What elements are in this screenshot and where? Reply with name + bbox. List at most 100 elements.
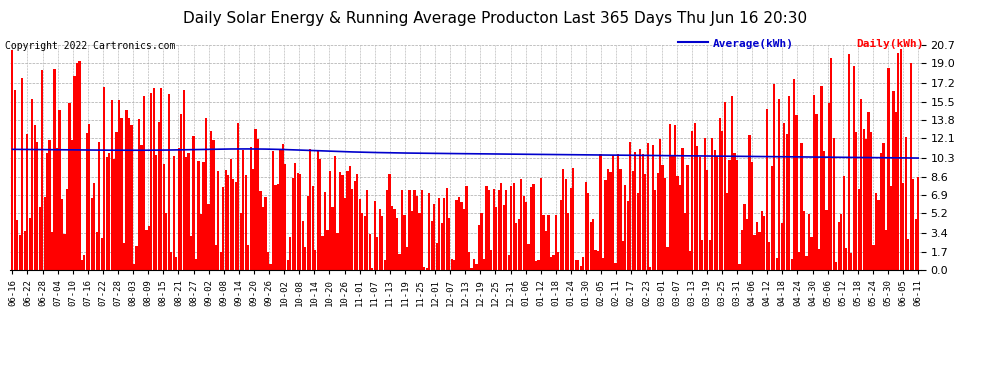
- Bar: [547, 215, 549, 270]
- Bar: [146, 230, 148, 270]
- Bar: [640, 149, 642, 270]
- Bar: [533, 184, 535, 270]
- Bar: [709, 240, 711, 270]
- Bar: [589, 222, 592, 270]
- Bar: [413, 190, 416, 270]
- Bar: [656, 173, 658, 270]
- Bar: [373, 201, 376, 270]
- Bar: [892, 91, 895, 270]
- Bar: [411, 210, 413, 270]
- Bar: [282, 144, 284, 270]
- Bar: [867, 112, 869, 270]
- Bar: [165, 213, 167, 270]
- Bar: [850, 253, 852, 270]
- Bar: [801, 143, 803, 270]
- Bar: [731, 96, 734, 270]
- Bar: [187, 153, 190, 270]
- Bar: [396, 218, 398, 270]
- Bar: [543, 215, 545, 270]
- Bar: [269, 264, 271, 270]
- Bar: [279, 150, 281, 270]
- Bar: [902, 183, 905, 270]
- Bar: [882, 143, 885, 270]
- Bar: [197, 161, 200, 270]
- Bar: [758, 232, 760, 270]
- Bar: [562, 169, 564, 270]
- Bar: [378, 209, 381, 270]
- Bar: [108, 153, 110, 270]
- Bar: [421, 190, 423, 270]
- Bar: [450, 260, 452, 270]
- Bar: [642, 154, 644, 270]
- Bar: [81, 260, 83, 270]
- Bar: [19, 235, 21, 270]
- Bar: [386, 190, 388, 270]
- Bar: [910, 63, 912, 270]
- Bar: [215, 244, 217, 270]
- Bar: [674, 125, 676, 270]
- Bar: [29, 218, 31, 270]
- Bar: [719, 118, 721, 270]
- Bar: [500, 183, 502, 270]
- Bar: [644, 174, 646, 270]
- Bar: [334, 156, 337, 270]
- Bar: [287, 260, 289, 270]
- Bar: [490, 249, 492, 270]
- Bar: [272, 151, 274, 270]
- Bar: [106, 157, 108, 270]
- Bar: [88, 124, 90, 270]
- Bar: [232, 179, 235, 270]
- Bar: [689, 251, 691, 270]
- Bar: [739, 264, 741, 270]
- Bar: [376, 237, 378, 270]
- Bar: [235, 182, 237, 270]
- Bar: [113, 159, 115, 270]
- Bar: [780, 223, 783, 270]
- Bar: [136, 246, 138, 270]
- Bar: [483, 259, 485, 270]
- Bar: [842, 176, 844, 270]
- Bar: [337, 233, 339, 270]
- Bar: [567, 213, 569, 270]
- Bar: [905, 137, 907, 270]
- Bar: [635, 152, 637, 270]
- Bar: [694, 123, 696, 270]
- Bar: [257, 139, 259, 270]
- Bar: [907, 239, 910, 270]
- Bar: [103, 87, 105, 270]
- Bar: [252, 169, 254, 270]
- Bar: [651, 145, 653, 270]
- Bar: [309, 148, 311, 270]
- Bar: [152, 88, 155, 270]
- Bar: [53, 69, 55, 270]
- Bar: [535, 261, 538, 270]
- Bar: [473, 259, 475, 270]
- Bar: [383, 260, 386, 270]
- Bar: [324, 192, 326, 270]
- Bar: [24, 231, 26, 270]
- Bar: [254, 129, 256, 270]
- Bar: [441, 224, 443, 270]
- Bar: [518, 219, 520, 270]
- Bar: [39, 207, 41, 270]
- Bar: [699, 158, 701, 270]
- Bar: [312, 186, 314, 270]
- Bar: [887, 68, 890, 270]
- Bar: [128, 118, 130, 270]
- Bar: [56, 148, 58, 270]
- Bar: [307, 196, 309, 270]
- Bar: [475, 264, 477, 270]
- Bar: [455, 200, 457, 270]
- Bar: [510, 186, 513, 270]
- Bar: [205, 118, 207, 270]
- Bar: [498, 190, 500, 270]
- Text: Daily(kWh): Daily(kWh): [856, 39, 924, 50]
- Bar: [185, 157, 187, 270]
- Bar: [495, 207, 497, 270]
- Bar: [93, 183, 95, 270]
- Bar: [875, 194, 877, 270]
- Bar: [661, 165, 663, 270]
- Bar: [599, 154, 602, 270]
- Bar: [786, 134, 788, 270]
- Bar: [393, 209, 396, 270]
